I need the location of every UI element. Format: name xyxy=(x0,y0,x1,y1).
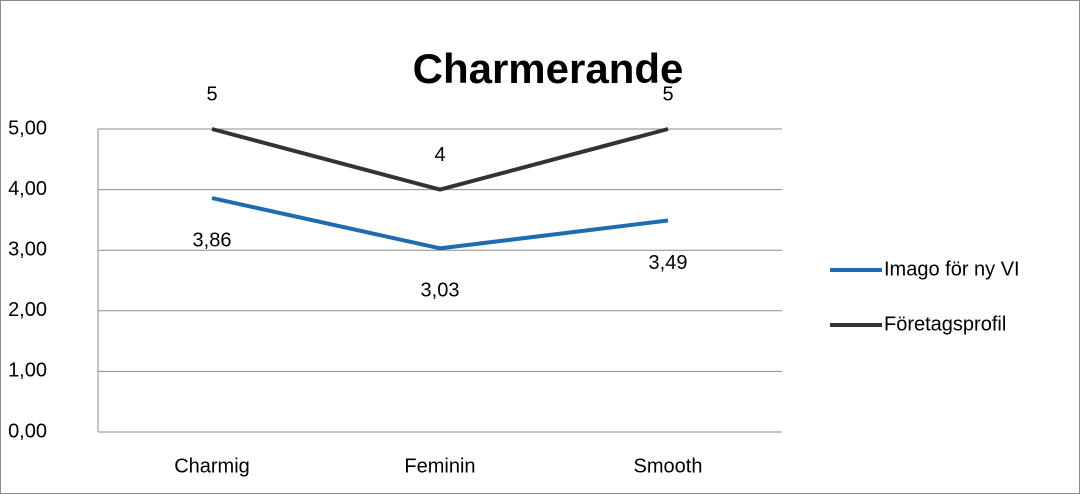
data-label: 3,49 xyxy=(649,252,688,274)
x-tick-label: Feminin xyxy=(404,455,475,477)
y-tick-label: 1,00 xyxy=(8,360,47,382)
legend-label: Företagsprofil xyxy=(884,313,1006,335)
data-label: 3,86 xyxy=(193,229,232,251)
x-tick-label: Charmig xyxy=(174,455,250,477)
chart-title: Charmerande xyxy=(413,45,684,92)
y-tick-label: 4,00 xyxy=(8,178,47,200)
series-line xyxy=(211,127,669,192)
y-tick-label: 3,00 xyxy=(8,238,47,260)
y-tick-label: 5,00 xyxy=(8,117,47,139)
y-tick-label: 2,00 xyxy=(8,299,47,321)
legend-label: Imago för ny VI xyxy=(884,258,1020,280)
x-tick-label: Smooth xyxy=(634,455,703,477)
y-tick-label: 0,00 xyxy=(8,420,47,442)
data-label: 3,03 xyxy=(421,280,460,302)
data-label: 5 xyxy=(662,83,673,105)
data-label: 4 xyxy=(434,144,445,166)
data-label: 5 xyxy=(206,83,217,105)
series-line xyxy=(211,196,669,251)
